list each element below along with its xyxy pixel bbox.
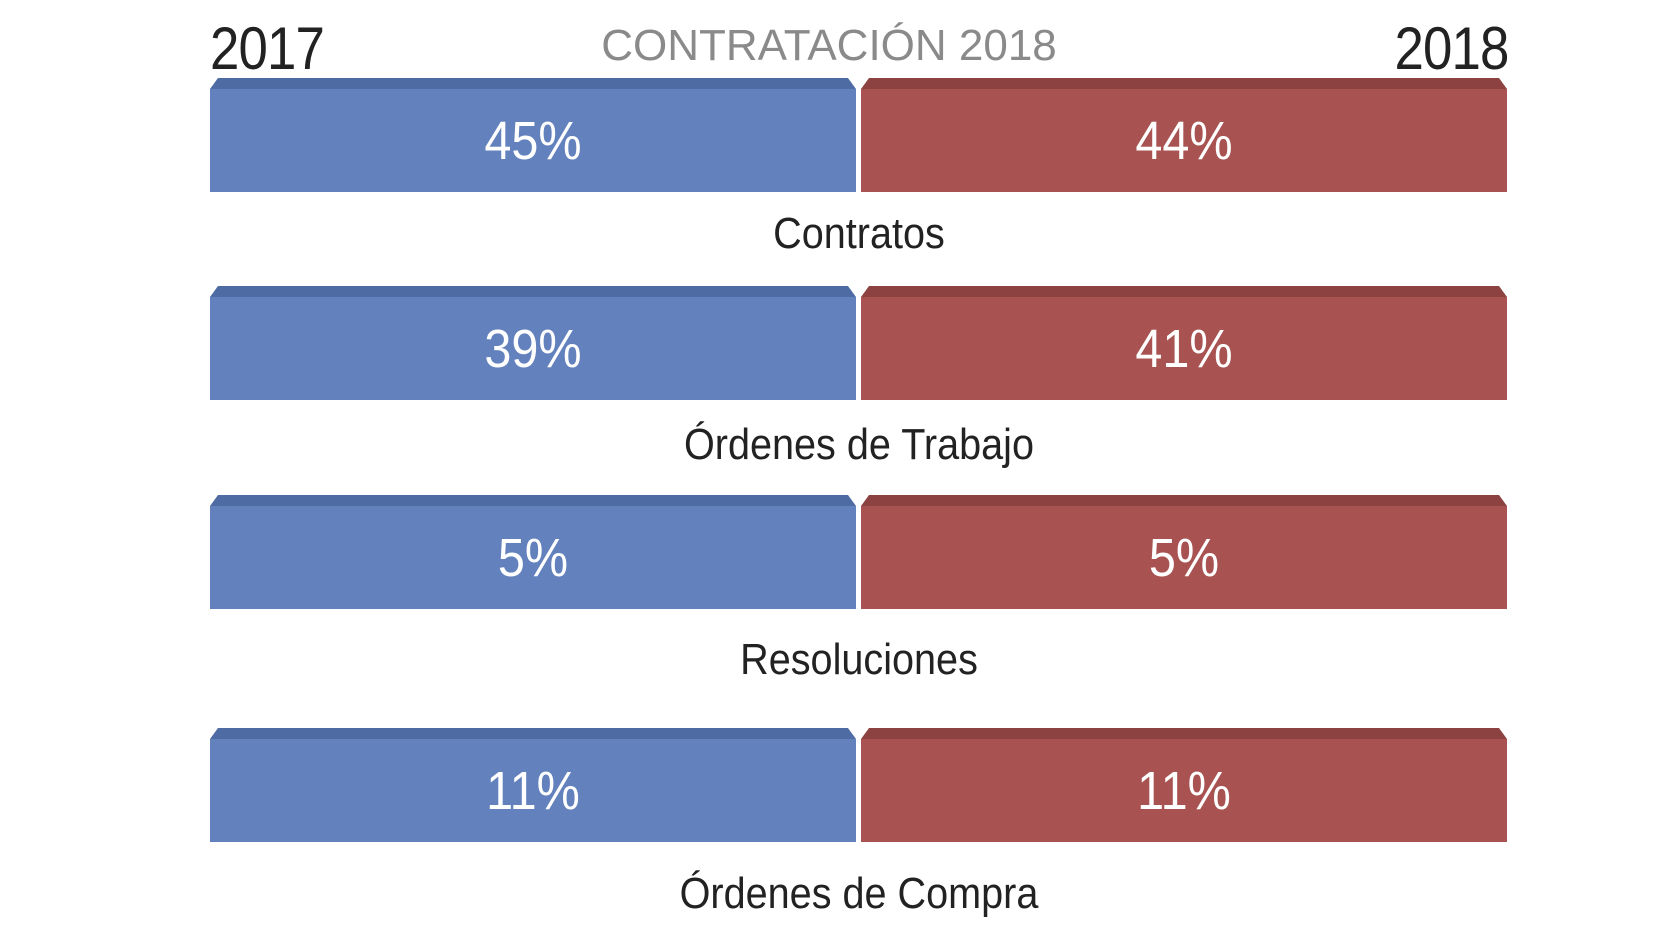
bar-bevel [210, 495, 856, 506]
bar-value-label: 39% [484, 318, 582, 379]
bar-face [861, 89, 1507, 192]
bar-value-label: 45% [484, 110, 582, 171]
bar-2017-0 [210, 78, 856, 192]
bar-face [861, 297, 1507, 400]
bar-face [861, 506, 1507, 609]
series-2018-label: 2018 [1394, 15, 1509, 82]
bar-face [210, 297, 856, 400]
chart-title: CONTRATACIÓN 2018 [601, 21, 1057, 70]
bar-face [210, 89, 856, 192]
category-label: Resoluciones [740, 635, 978, 684]
bar-face [210, 506, 856, 609]
bar-value-label: 44% [1135, 110, 1233, 171]
bar-2018-1 [861, 286, 1507, 400]
bar-bevel [210, 728, 856, 739]
category-label: Órdenes de Trabajo [683, 420, 1035, 469]
category-label: Contratos [773, 209, 945, 258]
bar-value-label: 11% [1137, 760, 1231, 821]
category-label: Órdenes de Compra [679, 869, 1039, 918]
bar-2018-3 [861, 728, 1507, 842]
bar-bevel [861, 728, 1507, 739]
bar-bevel [861, 286, 1507, 297]
bar-2018-0 [861, 78, 1507, 192]
bar-bevel [861, 495, 1507, 506]
bar-value-label: 5% [1148, 527, 1220, 588]
bar-2017-3 [210, 728, 856, 842]
bar-value-label: 5% [497, 527, 569, 588]
bar-2017-2 [210, 495, 856, 609]
series-2017-label: 2017 [210, 15, 325, 82]
bar-face [861, 739, 1507, 842]
bar-bevel [210, 286, 856, 297]
bar-bevel [861, 78, 1507, 89]
bar-2018-2 [861, 495, 1507, 609]
bar-value-label: 11% [486, 760, 580, 821]
bar-2017-1 [210, 286, 856, 400]
bar-value-label: 41% [1135, 318, 1233, 379]
bar-face [210, 739, 856, 842]
bar-bevel [210, 78, 856, 89]
